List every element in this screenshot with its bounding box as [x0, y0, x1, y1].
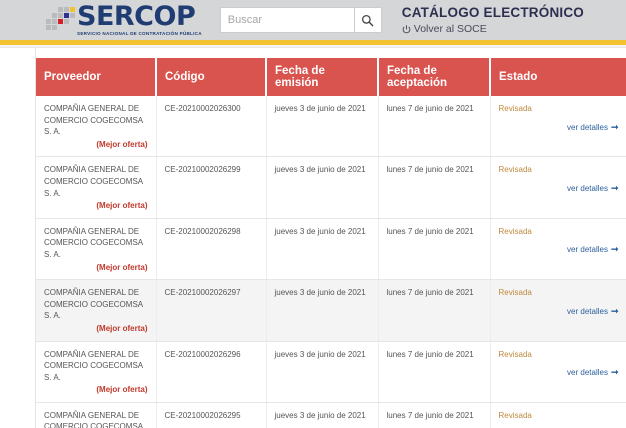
cell-fecha-aceptacion: lunes 7 de junio de 2021 — [378, 96, 491, 158]
proveedor-name: COMPAÑIA GENERAL DE COMERCIO COGECOMSA S… — [44, 226, 143, 259]
status-badge: Revisada — [498, 226, 532, 236]
arrow-right-icon: ➞ — [610, 244, 619, 255]
column-header-codigo[interactable]: Código — [156, 58, 267, 96]
cell-estado: Revisada ver detalles➞ — [490, 341, 626, 403]
cell-proveedor: COMPAÑIA GENERAL DE COMERCIO COGECOMSA S… — [36, 156, 157, 219]
cell-fecha-emision: jueves 3 de junio de 2021 — [266, 156, 379, 219]
cell-estado: Revisada ver detalles➞ — [490, 279, 626, 342]
table-row[interactable]: COMPAÑIA GENERAL DE COMERCIO COGECOMSA S… — [36, 96, 626, 158]
status-badge: Revisada — [498, 410, 532, 420]
ver-detalles-label: ver detalles — [567, 368, 608, 378]
ver-detalles-label: ver detalles — [567, 183, 608, 193]
cell-fecha-aceptacion: lunes 7 de junio de 2021 — [378, 156, 491, 219]
table-header-row: Proveedor Código Fecha de emisión Fecha … — [36, 58, 626, 96]
mejor-oferta-tag: (Mejor oferta) — [96, 139, 148, 149]
cell-codigo: CE-20210002026300 — [156, 96, 267, 158]
gold-divider — [0, 40, 626, 45]
table-row[interactable]: COMPAÑIA GENERAL DE COMERCIO COGECOMSA S… — [36, 402, 626, 428]
table-row[interactable]: COMPAÑIA GENERAL DE COMERCIO COGECOMSA S… — [36, 156, 626, 219]
search-icon — [361, 14, 374, 27]
mejor-oferta-tag: (Mejor oferta) — [96, 385, 148, 395]
column-header-estado[interactable]: Estado — [490, 58, 626, 96]
logo-tagline: SERVICIO NACIONAL DE CONTRATACIÓN PÚBLIC… — [77, 31, 202, 37]
ver-detalles-label: ver detalles — [567, 245, 608, 255]
cell-proveedor: COMPAÑIA GENERAL DE COMERCIO COGECOMSA S… — [36, 279, 157, 342]
ver-detalles-link[interactable]: ver detalles➞ — [499, 366, 619, 379]
proveedor-name: COMPAÑIA GENERAL DE COMERCIO COGECOMSA S… — [44, 165, 143, 198]
proveedor-name: COMPAÑIA GENERAL DE COMERCIO COGECOMSA S… — [44, 349, 143, 382]
ver-detalles-link[interactable]: ver detalles➞ — [499, 243, 619, 256]
cell-codigo: CE-20210002026299 — [156, 156, 267, 219]
search-group[interactable] — [219, 7, 382, 33]
cell-estado: Revisada ver detalles➞ — [490, 402, 626, 428]
cell-fecha-aceptacion: lunes 7 de junio de 2021 — [378, 218, 491, 281]
cell-codigo: CE-20210002026298 — [156, 218, 267, 281]
catalog-title-block: CATÁLOGO ELECTRÓNICO Volver al SOCE — [402, 5, 584, 35]
column-header-fecha-aceptacion[interactable]: Fecha de aceptación — [378, 58, 491, 96]
sercop-mosaic-icon — [46, 5, 75, 35]
table-row[interactable]: COMPAÑIA GENERAL DE COMERCIO COGECOMSA S… — [36, 218, 626, 281]
back-to-soce-label: Volver al SOCE — [413, 23, 487, 36]
sercop-logo[interactable]: SERCOP SERVICIO NACIONAL DE CONTRATACIÓN… — [46, 3, 202, 37]
cell-proveedor: COMPAÑIA GENERAL DE COMERCIO COGECOMSA S… — [36, 218, 157, 281]
proveedor-name: COMPAÑIA GENERAL DE COMERCIO COGECOMSA S… — [44, 104, 143, 137]
cell-fecha-aceptacion: lunes 7 de junio de 2021 — [378, 341, 491, 403]
proveedor-name: COMPAÑIA GENERAL DE COMERCIO COGECOMSA S… — [44, 410, 143, 428]
page-body: Proveedor Código Fecha de emisión Fecha … — [0, 48, 626, 428]
cell-codigo: CE-20210002026295 — [156, 402, 267, 428]
cell-fecha-aceptacion: lunes 7 de junio de 2021 — [378, 402, 491, 428]
cell-fecha-emision: jueves 3 de junio de 2021 — [266, 96, 379, 158]
header-shadow — [0, 45, 626, 48]
cell-codigo: CE-20210002026296 — [156, 341, 267, 403]
main-content: Proveedor Código Fecha de emisión Fecha … — [36, 48, 626, 428]
page-title: CATÁLOGO ELECTRÓNICO — [401, 4, 585, 20]
orders-table: Proveedor Código Fecha de emisión Fecha … — [36, 58, 626, 428]
cell-codigo: CE-20210002026297 — [156, 279, 267, 342]
search-button[interactable] — [354, 7, 382, 33]
status-badge: Revisada — [498, 349, 532, 359]
back-to-soce-link[interactable]: Volver al SOCE — [402, 23, 584, 35]
table-row[interactable]: COMPAÑIA GENERAL DE COMERCIO COGECOMSA S… — [36, 279, 626, 342]
ver-detalles-link[interactable]: ver detalles➞ — [499, 182, 619, 195]
logo-wordmark: SERCOP — [77, 1, 196, 33]
left-rail — [0, 48, 36, 428]
cell-proveedor: COMPAÑIA GENERAL DE COMERCIO COGECOMSA S… — [36, 402, 157, 428]
column-header-fecha-emision[interactable]: Fecha de emisión — [266, 58, 379, 96]
cell-fecha-emision: jueves 3 de junio de 2021 — [266, 402, 379, 428]
proveedor-name: COMPAÑIA GENERAL DE COMERCIO COGECOMSA S… — [44, 288, 143, 321]
cell-estado: Revisada ver detalles➞ — [490, 96, 626, 158]
status-badge: Revisada — [498, 288, 532, 298]
status-badge: Revisada — [498, 104, 532, 113]
cell-proveedor: COMPAÑIA GENERAL DE COMERCIO COGECOMSA S… — [36, 96, 157, 158]
mejor-oferta-tag: (Mejor oferta) — [96, 201, 148, 211]
cell-proveedor: COMPAÑIA GENERAL DE COMERCIO COGECOMSA S… — [36, 341, 157, 403]
site-header: SERCOP SERVICIO NACIONAL DE CONTRATACIÓN… — [0, 0, 626, 40]
ver-detalles-label: ver detalles — [567, 122, 608, 132]
power-icon — [402, 24, 411, 34]
arrow-right-icon: ➞ — [610, 182, 619, 193]
orders-table-body: COMPAÑIA GENERAL DE COMERCIO COGECOMSA S… — [36, 96, 626, 428]
status-badge: Revisada — [498, 165, 532, 175]
arrow-right-icon: ➞ — [610, 367, 619, 378]
table-row[interactable]: COMPAÑIA GENERAL DE COMERCIO COGECOMSA S… — [36, 341, 626, 403]
cell-estado: Revisada ver detalles➞ — [490, 218, 626, 281]
cell-fecha-emision: jueves 3 de junio de 2021 — [266, 341, 379, 403]
ver-detalles-label: ver detalles — [567, 306, 608, 316]
mejor-oferta-tag: (Mejor oferta) — [96, 262, 148, 272]
search-input[interactable] — [219, 7, 355, 33]
cell-fecha-aceptacion: lunes 7 de junio de 2021 — [378, 279, 491, 342]
ver-detalles-link[interactable]: ver detalles➞ — [499, 305, 619, 318]
arrow-right-icon: ➞ — [610, 121, 619, 132]
ver-detalles-link[interactable]: ver detalles➞ — [499, 121, 619, 134]
cell-fecha-emision: jueves 3 de junio de 2021 — [266, 279, 379, 342]
mejor-oferta-tag: (Mejor oferta) — [96, 323, 148, 333]
cell-fecha-emision: jueves 3 de junio de 2021 — [266, 218, 379, 281]
cell-estado: Revisada ver detalles➞ — [490, 156, 626, 219]
arrow-right-icon: ➞ — [610, 305, 619, 316]
column-header-proveedor[interactable]: Proveedor — [36, 58, 157, 96]
